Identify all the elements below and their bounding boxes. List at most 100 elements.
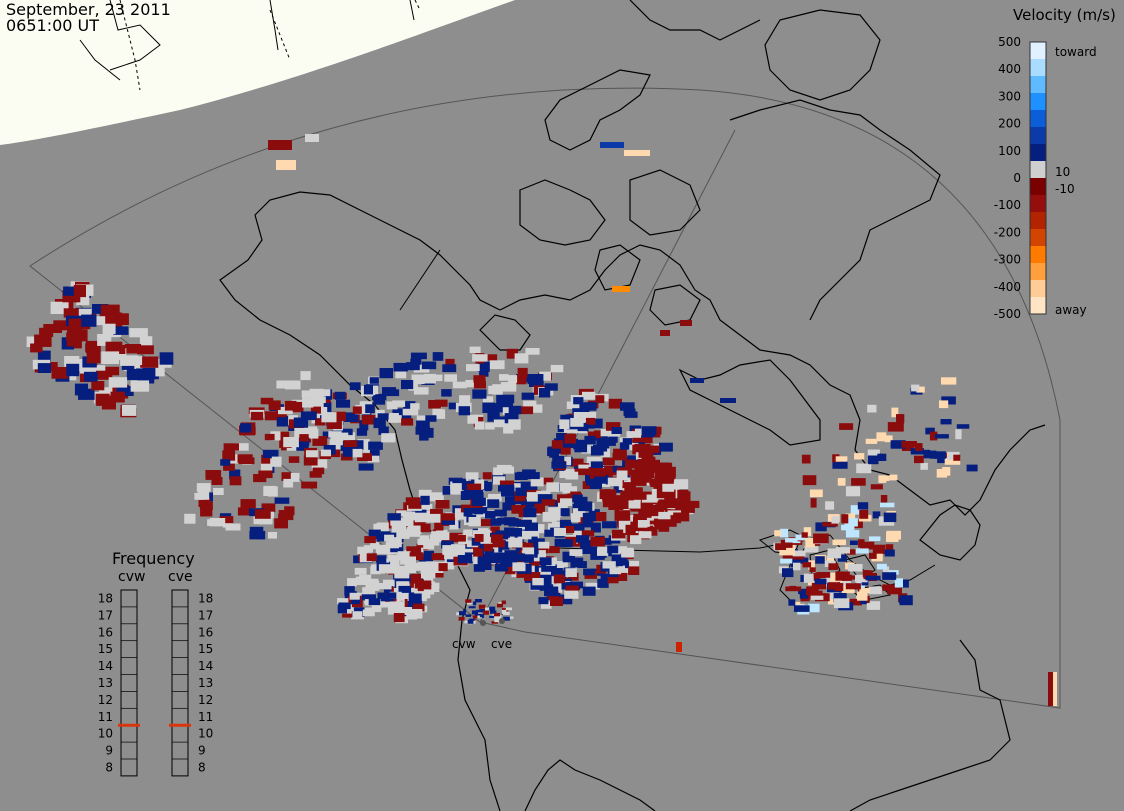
scatter-cell	[622, 438, 632, 445]
coastline	[219, 0, 1046, 811]
scatter-cell	[26, 336, 40, 347]
scatter-cell	[845, 583, 861, 590]
scatter-cell	[434, 521, 444, 531]
scatter-cell	[504, 550, 518, 559]
scatter-cell	[410, 352, 427, 360]
scatter-cell	[75, 308, 92, 318]
scatter-cell	[432, 404, 442, 416]
time-label: 0651:00 UT	[6, 16, 100, 35]
scatter-cell	[674, 500, 686, 508]
scatter-cell	[268, 532, 277, 539]
scatter-cell	[474, 421, 485, 430]
scatter-cell	[378, 564, 393, 573]
scatter-cell	[595, 395, 605, 404]
scatter-cell	[405, 497, 421, 506]
scatter-cell	[121, 405, 137, 416]
scatter-cell	[384, 534, 395, 542]
scatter-cell	[240, 423, 252, 433]
scatter-cell	[808, 560, 815, 570]
scatter-cell	[920, 462, 928, 470]
scatter-cell	[802, 475, 817, 486]
date-label: September, 23 2011	[6, 0, 171, 19]
scatter-cell	[34, 334, 52, 347]
scatter-cell	[562, 486, 578, 494]
scatter-cell	[334, 391, 346, 400]
scatter-cell	[508, 537, 523, 548]
scatter-cell	[850, 540, 858, 545]
scatter-cell	[423, 373, 436, 384]
velocity-color-step	[1030, 297, 1046, 315]
velocity-tick-label: -500	[994, 307, 1021, 321]
scatter-cell	[284, 400, 297, 411]
scatter-cell	[425, 561, 436, 571]
frequency-scale-left-label: 14	[98, 659, 113, 673]
scatter-cell	[882, 572, 897, 580]
scatter-cell	[64, 356, 80, 367]
scatter-cell	[493, 612, 501, 617]
velocity-tick-label: -400	[994, 280, 1021, 294]
scatter-cell	[923, 449, 931, 459]
scatter-cell	[475, 615, 482, 619]
scatter-cell	[281, 472, 291, 481]
scatter-cell	[408, 501, 422, 509]
scatter-cell	[473, 505, 484, 515]
scatter-cell	[553, 574, 566, 584]
scatter-cell	[406, 362, 420, 371]
scatter-cell	[560, 447, 571, 455]
scatter-cell	[621, 547, 634, 558]
scatter-cell	[344, 586, 355, 596]
scatter-cell	[408, 609, 423, 619]
scatter-cell	[458, 616, 465, 621]
scatter-cell	[467, 619, 474, 624]
scatter-cell	[110, 391, 125, 403]
scatter-cell	[826, 591, 839, 600]
scatter-cell	[673, 512, 690, 522]
scatter-cell	[320, 449, 331, 457]
scatter-cell	[37, 363, 52, 373]
scatter-cell	[603, 457, 615, 466]
scatter-cell	[867, 404, 877, 413]
scatter-cell	[638, 474, 650, 483]
frequency-scale-right-label: 11	[198, 710, 213, 724]
scatter-cell	[547, 566, 562, 576]
velocity-color-step	[1030, 178, 1046, 196]
scatter-cell	[392, 408, 408, 419]
frequency-bar-frame	[171, 589, 189, 777]
scatter-cell	[200, 506, 213, 517]
scatter-cell	[847, 598, 862, 606]
scatter-cell	[416, 543, 429, 551]
scatter-cell	[842, 578, 851, 586]
scatter-cell	[285, 380, 301, 390]
scatter-cell	[608, 433, 618, 443]
scatter-cell	[599, 489, 611, 500]
scatter-cell	[78, 388, 95, 400]
scatter-cell	[592, 479, 602, 489]
scatter-cell	[901, 446, 914, 451]
field-of-view-outline	[29, 87, 1061, 709]
velocity-color-step	[1030, 246, 1046, 264]
scatter-cell	[483, 354, 498, 361]
scatter-cell	[421, 570, 436, 579]
scatter-cell	[544, 529, 557, 537]
scatter-cell	[946, 451, 960, 460]
scatter-cell	[411, 518, 426, 529]
scatter-cell	[609, 567, 622, 575]
scatter-cell	[91, 365, 106, 375]
scatter-cell	[402, 408, 419, 416]
frequency-scale-left-label: 11	[98, 710, 113, 724]
scatter-cell	[490, 526, 500, 534]
scatter-cell	[835, 456, 848, 462]
scatter-cell	[600, 448, 610, 457]
scatter-cell	[790, 557, 800, 568]
scatter-cell	[359, 574, 372, 582]
frequency-scale-right-label: 8	[198, 760, 206, 774]
scatter-cell	[349, 382, 361, 391]
scatter-cell	[611, 554, 626, 563]
scatter-cell	[455, 535, 466, 542]
scatter-cell	[808, 603, 820, 613]
scatter-cell	[656, 488, 671, 499]
scatter-cell	[445, 358, 455, 369]
scatter-cell	[116, 386, 134, 396]
scatter-cell	[514, 353, 529, 364]
scatter-cell	[375, 545, 387, 553]
